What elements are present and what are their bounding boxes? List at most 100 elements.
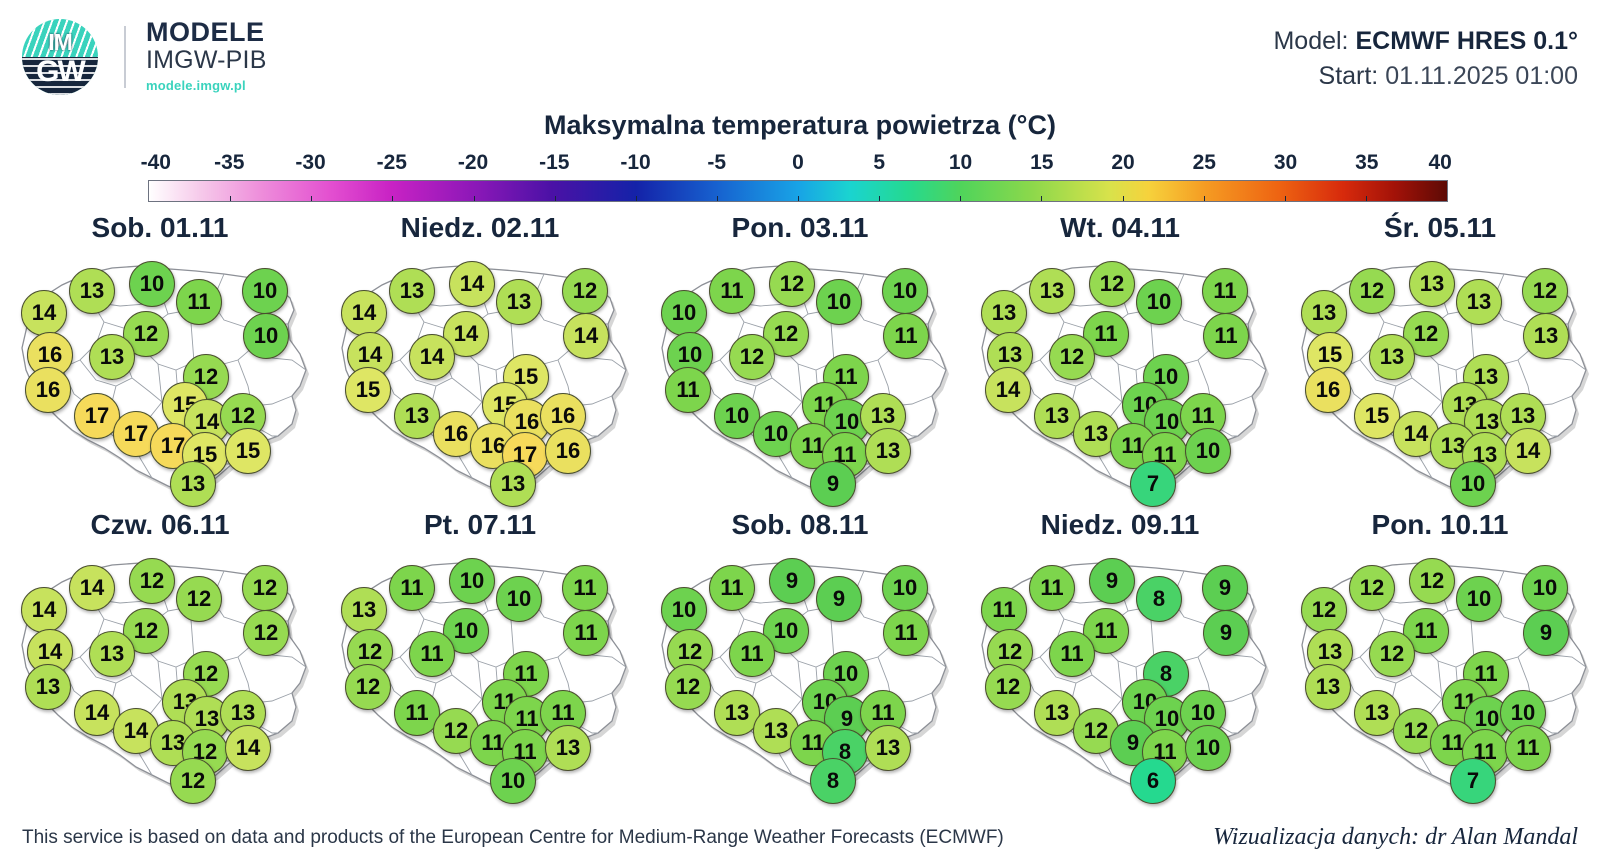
temperature-marker[interactable]: 12 (1089, 261, 1135, 307)
temperature-marker[interactable]: 13 (170, 461, 216, 507)
forecast-panel-5[interactable]: Śr. 05.11 12 13 13 13 12 12 15 13 13 16 13 13 15 13 13 1… (1280, 210, 1600, 507)
temperature-marker[interactable]: 13 (341, 587, 387, 633)
temperature-marker[interactable]: 11 (981, 587, 1027, 633)
temperature-marker[interactable]: 12 (665, 664, 711, 710)
temperature-marker[interactable]: 6 (1130, 758, 1176, 804)
forecast-panel-6[interactable]: Czw. 06.11 14 14 12 12 12 12 14 13 12 13 12 13 14 13 13… (0, 507, 320, 804)
temperature-marker[interactable]: 10 (490, 758, 536, 804)
temperature-marker[interactable]: 13 (1354, 690, 1400, 736)
temperature-marker[interactable]: 11 (176, 279, 222, 325)
temperature-marker[interactable]: 9 (816, 576, 862, 622)
forecast-panel-2[interactable]: Niedz. 02.11 13 14 14 13 12 14 14 14 14 15 15 15 13 16… (320, 210, 640, 507)
temperature-marker[interactable]: 13 (865, 428, 911, 474)
temperature-marker[interactable]: 14 (409, 334, 455, 380)
temperature-marker[interactable]: 7 (1450, 758, 1496, 804)
temperature-marker[interactable]: 15 (225, 428, 271, 474)
temperature-marker[interactable]: 16 (433, 411, 479, 457)
forecast-panel-1[interactable]: Sob. 01.11 13 14 10 11 10 12 16 13 10 16 12 15 17 14 12… (0, 210, 320, 507)
temperature-marker[interactable]: 12 (1349, 268, 1395, 314)
temperature-marker[interactable]: 15 (345, 367, 391, 413)
temperature-marker[interactable]: 13 (1029, 268, 1075, 314)
temperature-marker[interactable]: 8 (1143, 651, 1189, 697)
temperature-marker[interactable]: 12 (345, 664, 391, 710)
temperature-marker[interactable]: 10 (129, 261, 175, 307)
temperature-marker[interactable]: 10 (882, 565, 928, 611)
temperature-marker[interactable]: 14 (341, 290, 387, 336)
temperature-marker[interactable]: 12 (129, 558, 175, 604)
temperature-marker[interactable]: 12 (1301, 587, 1347, 633)
temperature-marker[interactable]: 11 (1049, 631, 1095, 677)
temperature-marker[interactable]: 11 (709, 268, 755, 314)
temperature-marker[interactable]: 17 (74, 393, 120, 439)
forecast-panel-9[interactable]: Niedz. 09.11 11 11 9 8 9 11 12 11 9 12 8 10 13 10 10 12 9… (960, 507, 1280, 804)
temperature-marker[interactable]: 10 (816, 279, 862, 325)
temperature-marker[interactable]: 11 (562, 565, 608, 611)
temperature-marker[interactable]: 11 (1403, 608, 1449, 654)
temperature-marker[interactable]: 10 (496, 576, 542, 622)
temperature-marker[interactable]: 14 (443, 311, 489, 357)
forecast-panel-8[interactable]: Sob. 08.11 11 10 9 9 10 10 12 11 11 12 10 10 13 9 11 13 1… (640, 507, 960, 804)
temperature-marker[interactable]: 9 (1523, 610, 1569, 656)
temperature-marker[interactable]: 10 (661, 290, 707, 336)
temperature-marker[interactable]: 13 (1305, 664, 1351, 710)
temperature-marker[interactable]: 12 (242, 565, 288, 611)
temperature-marker[interactable]: 9 (810, 461, 856, 507)
temperature-marker[interactable]: 13 (1456, 279, 1502, 325)
temperature-marker[interactable]: 12 (769, 261, 815, 307)
temperature-marker[interactable]: 12 (176, 576, 222, 622)
temperature-marker[interactable]: 13 (714, 690, 760, 736)
temperature-marker[interactable]: 7 (1130, 461, 1176, 507)
temperature-marker[interactable]: 12 (1369, 631, 1415, 677)
temperature-marker[interactable]: 11 (1203, 313, 1249, 359)
temperature-marker[interactable]: 10 (242, 268, 288, 314)
temperature-marker[interactable]: 13 (490, 461, 536, 507)
temperature-marker[interactable]: 14 (21, 587, 67, 633)
temperature-marker[interactable]: 12 (985, 664, 1031, 710)
temperature-marker[interactable]: 10 (661, 587, 707, 633)
temperature-marker[interactable]: 9 (1089, 558, 1135, 604)
temperature-marker[interactable]: 13 (987, 332, 1033, 378)
forecast-panel-7[interactable]: Pt. 07.11 11 13 10 10 11 10 12 11 11 12 11 11 11 11 11 1… (320, 507, 640, 804)
temperature-marker[interactable]: 10 (667, 332, 713, 378)
temperature-marker[interactable]: 11 (389, 565, 435, 611)
temperature-marker[interactable]: 11 (1505, 725, 1551, 771)
temperature-marker[interactable]: 10 (1136, 279, 1182, 325)
temperature-marker[interactable]: 14 (985, 367, 1031, 413)
temperature-marker[interactable]: 14 (21, 290, 67, 336)
temperature-marker[interactable]: 12 (729, 334, 775, 380)
temperature-marker[interactable]: 14 (74, 690, 120, 736)
temperature-marker[interactable]: 10 (243, 313, 289, 359)
temperature-marker[interactable]: 12 (1409, 558, 1455, 604)
temperature-marker[interactable]: 13 (89, 631, 135, 677)
temperature-marker[interactable]: 10 (449, 558, 495, 604)
temperature-marker[interactable]: 8 (1136, 576, 1182, 622)
temperature-marker[interactable]: 13 (389, 268, 435, 314)
temperature-marker[interactable]: 13 (865, 725, 911, 771)
temperature-marker[interactable]: 13 (981, 290, 1027, 336)
temperature-marker[interactable]: 12 (1049, 334, 1095, 380)
temperature-marker[interactable]: 10 (1450, 461, 1496, 507)
temperature-marker[interactable]: 9 (769, 558, 815, 604)
temperature-marker[interactable]: 14 (563, 313, 609, 359)
temperature-marker[interactable]: 11 (409, 631, 455, 677)
temperature-marker[interactable]: 11 (1202, 268, 1248, 314)
temperature-marker[interactable]: 10 (1522, 565, 1568, 611)
temperature-marker[interactable]: 13 (545, 725, 591, 771)
temperature-marker[interactable]: 8 (810, 758, 856, 804)
forecast-panel-4[interactable]: Wt. 04.11 13 13 12 10 11 11 13 12 11 14 10 10 13 10 11 1… (960, 210, 1280, 507)
temperature-marker[interactable]: 13 (1301, 290, 1347, 336)
temperature-marker[interactable]: 13 (69, 268, 115, 314)
temperature-marker[interactable]: 11 (729, 631, 775, 677)
brand-website-link[interactable]: modele.imgw.pl (146, 77, 246, 93)
temperature-marker[interactable]: 16 (545, 428, 591, 474)
temperature-marker[interactable]: 16 (1305, 367, 1351, 413)
temperature-marker[interactable]: 13 (1369, 334, 1415, 380)
temperature-marker[interactable]: 12 (243, 610, 289, 656)
temperature-marker[interactable]: 11 (665, 367, 711, 413)
temperature-marker[interactable]: 9 (1203, 610, 1249, 656)
temperature-marker[interactable]: 12 (562, 268, 608, 314)
temperature-marker[interactable]: 14 (449, 261, 495, 307)
temperature-marker[interactable]: 14 (1505, 428, 1551, 474)
forecast-panel-10[interactable]: Pon. 10.11 12 12 12 10 10 11 13 12 9 13 11 11 13 10 10 1… (1280, 507, 1600, 804)
temperature-marker[interactable]: 13 (1523, 313, 1569, 359)
